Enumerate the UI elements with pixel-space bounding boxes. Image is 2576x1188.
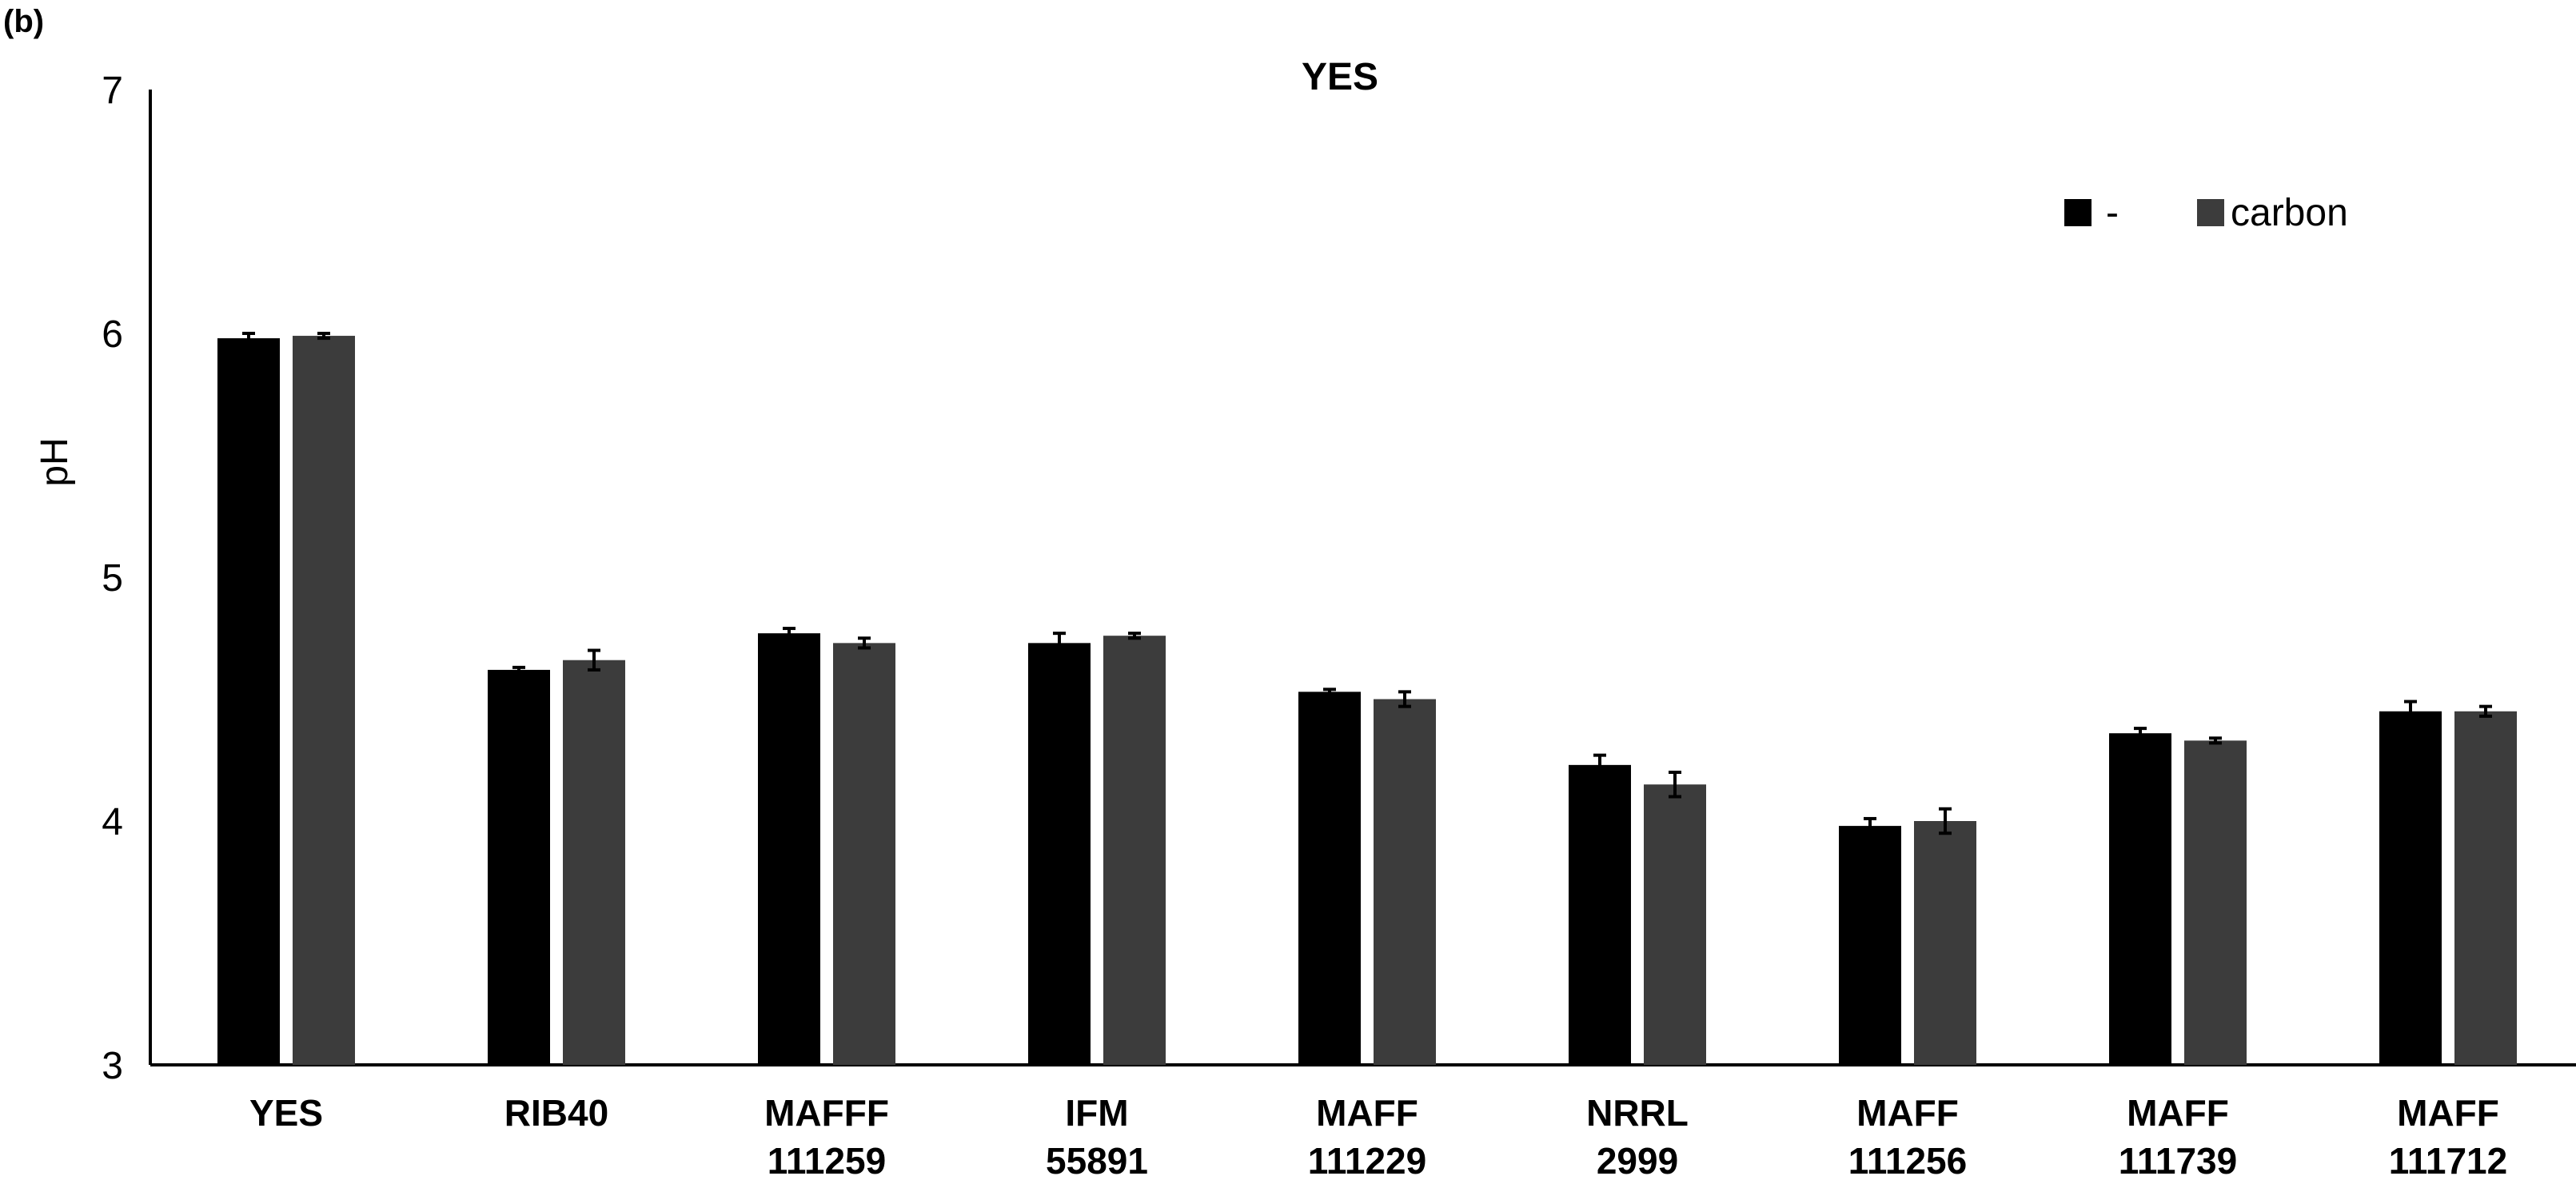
legend: - carbon [2064,192,2348,234]
category-label: MAFF [1856,1092,1959,1134]
legend-swatch [2064,199,2092,226]
category-label: 111256 [1848,1140,1967,1182]
y-tick-label: 4 [102,801,123,843]
legend-swatch [2197,199,2224,226]
category-label: IFM [1065,1092,1128,1134]
bar [2109,733,2171,1065]
error-bars [242,332,2492,835]
y-tick-label: 6 [102,313,123,356]
bar [2184,740,2247,1065]
y-tick-label: 5 [102,557,123,600]
category-label: MAFF [2127,1092,2229,1134]
category-label: 55891 [1046,1140,1148,1182]
bar [1914,821,1976,1065]
chart-title: YES [1302,56,1378,98]
bar [1103,636,1166,1065]
category-label: MAFF [1316,1092,1418,1134]
category-labels: YES RIB40 MAFFF 111259 IFM 55891 MAFF 111229 NRR… [249,1092,2507,1182]
bar [217,338,280,1066]
bar [563,660,625,1065]
bar [1298,692,1361,1065]
category-label: MAFFF [764,1092,889,1134]
bar [2379,711,2442,1065]
category-label: 111259 [768,1140,886,1182]
category-label: MAFF [2397,1092,2499,1134]
panel-label: (b) [3,4,44,39]
category-label: NRRL [1586,1092,1689,1134]
category-label: 2999 [1597,1140,1678,1182]
bar [1028,643,1091,1065]
category-label: 111712 [2389,1140,2507,1182]
category-label: RIB40 [504,1092,608,1134]
y-tick-label: 3 [102,1045,123,1087]
y-axis-label: pH [34,437,76,486]
legend-label: carbon [2231,192,2348,234]
legend-label: - [2106,192,2119,234]
category-label: 111739 [2119,1140,2237,1182]
bar [1644,784,1706,1065]
bar [758,633,820,1065]
y-tick-label: 7 [102,70,123,112]
category-label: 111229 [1308,1140,1426,1182]
bar [488,669,550,1065]
axes: 3 4 5 6 7 [102,70,2576,1087]
bar [1569,764,1631,1065]
category-label: YES [249,1092,323,1134]
bar [1374,699,1436,1065]
bar [293,336,355,1065]
bar [2454,711,2517,1065]
bar [1839,826,1901,1065]
bars [217,336,2517,1066]
bar [833,643,895,1065]
